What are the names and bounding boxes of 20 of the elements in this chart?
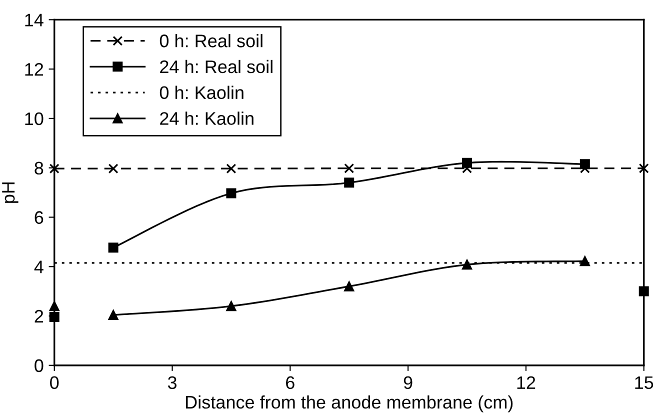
- x-tick-label: 3: [168, 376, 176, 390]
- y-tick-label: 14: [25, 14, 44, 26]
- x-tick-label: 6: [286, 376, 294, 390]
- x-axis-title: Distance from the anode membrane (cm): [186, 395, 513, 412]
- y-tick-label: 6: [34, 211, 44, 224]
- x-tick-label: 9: [404, 376, 412, 390]
- y-tick-label: 0: [34, 359, 44, 372]
- y-tick-label: 2: [34, 310, 44, 323]
- y-tick-label: 4: [34, 260, 44, 274]
- legend-label: 0 h: Kaolin: [160, 86, 244, 100]
- legend-label: 24 h: Real soil: [160, 60, 272, 74]
- x-tick-label: 12: [517, 376, 536, 389]
- legend-label: 0 h: Real soil: [160, 34, 262, 48]
- y-tick-label: 12: [25, 63, 44, 76]
- x-tick-label: 0: [50, 376, 59, 390]
- y-tick-label: 10: [25, 112, 44, 126]
- x-tick-label: 15: [635, 376, 654, 390]
- y-tick-label: 8: [34, 162, 44, 175]
- y-axis-title: pH: [2, 182, 18, 203]
- legend-label: 24 h: Kaolin: [160, 112, 254, 125]
